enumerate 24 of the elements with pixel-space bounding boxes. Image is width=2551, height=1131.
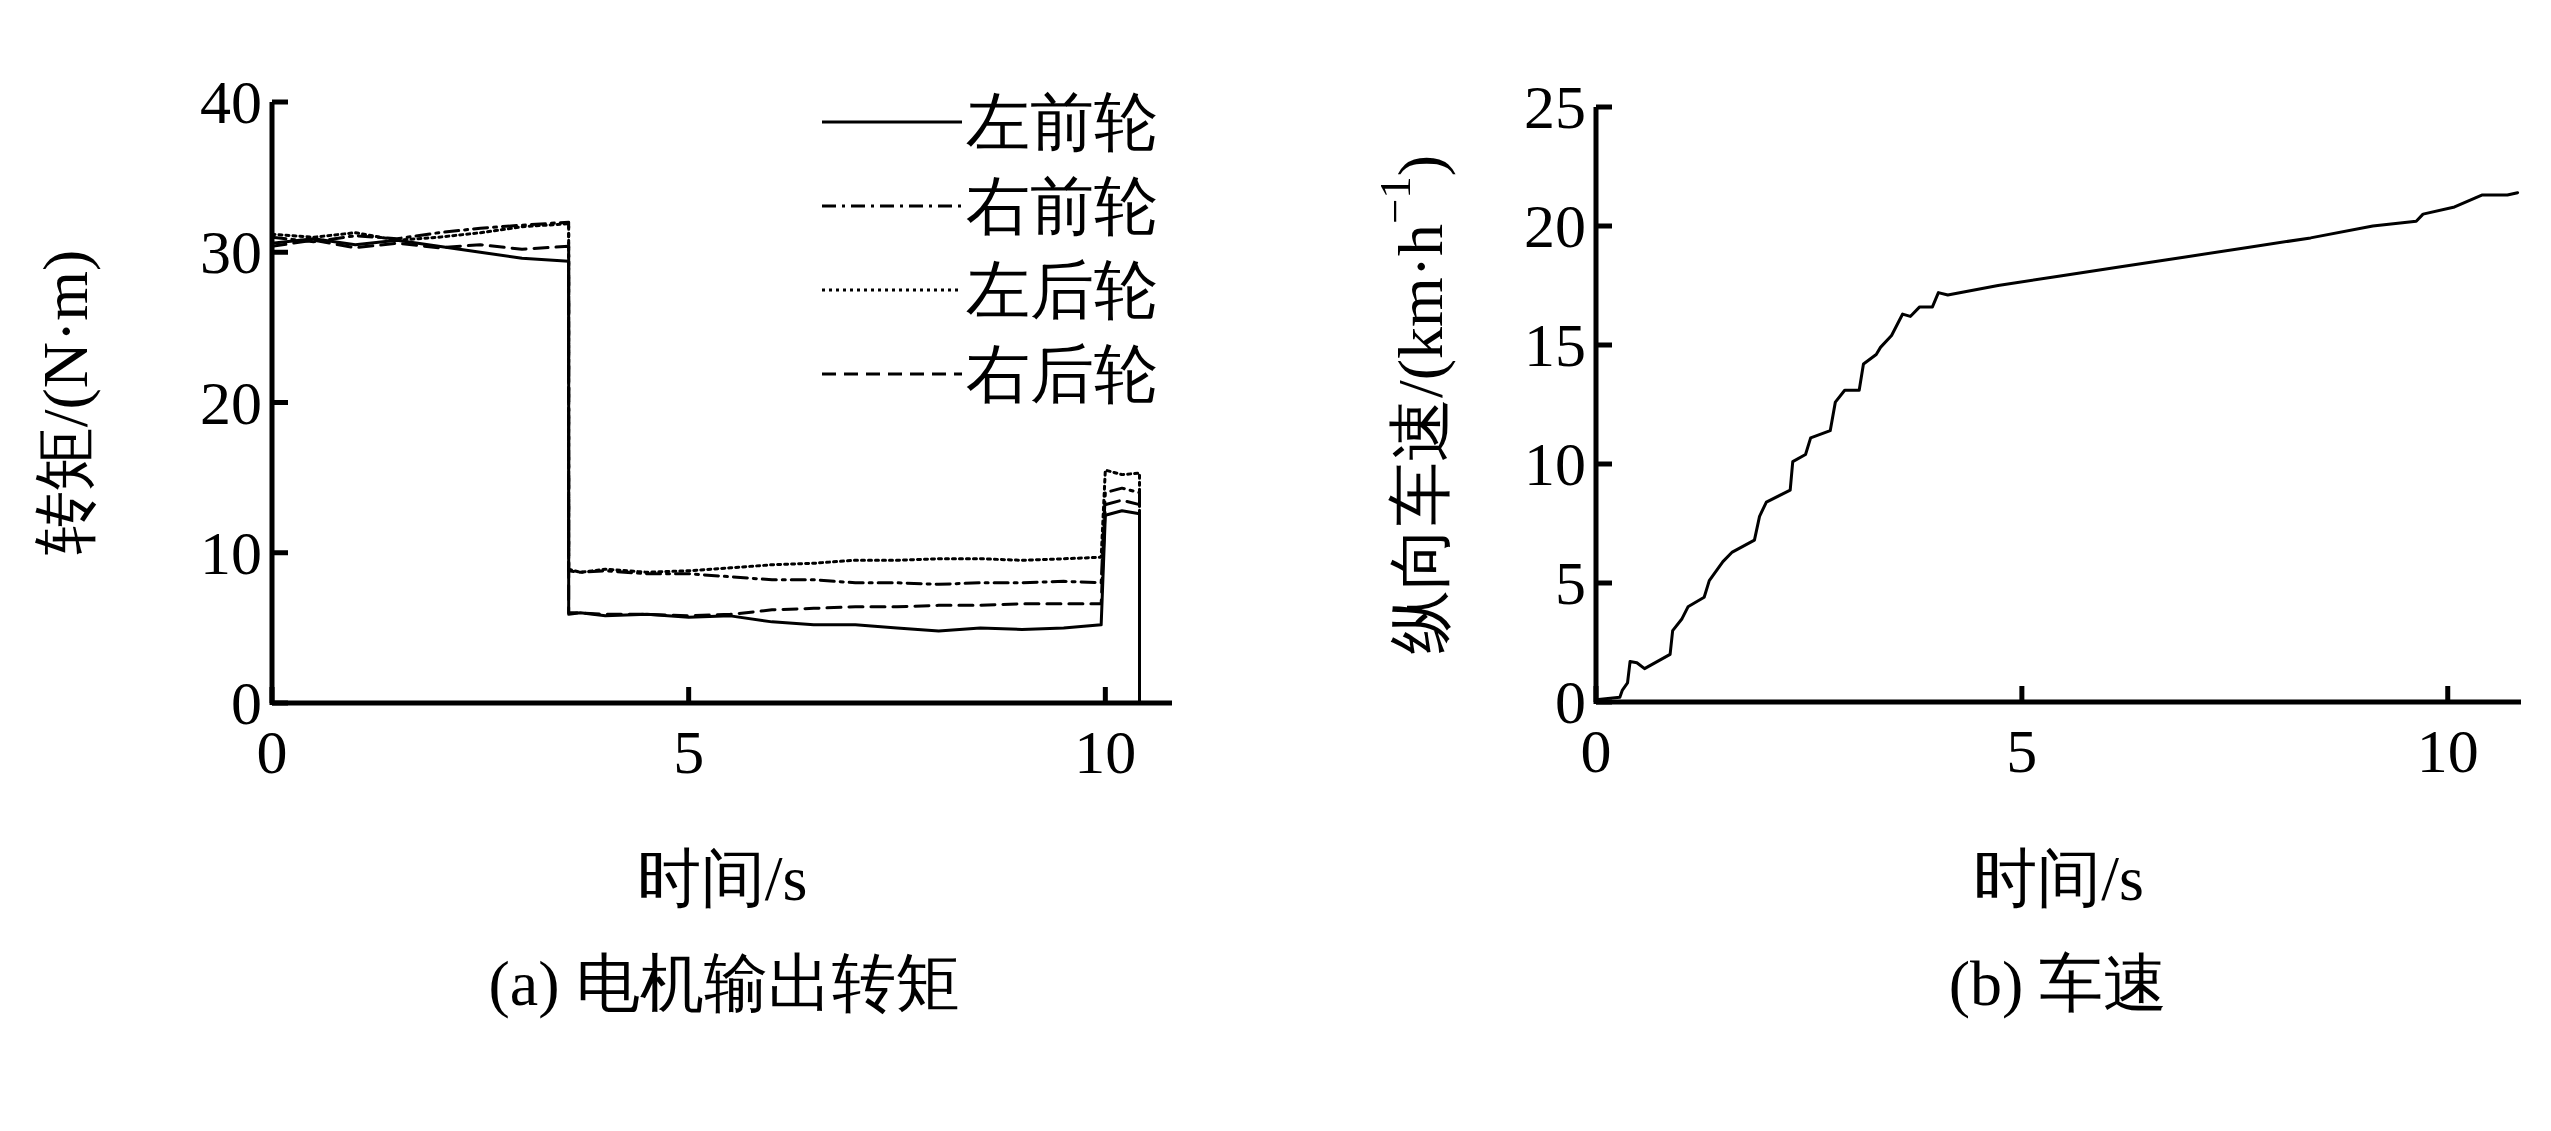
y-tick-label: 0: [1555, 668, 1586, 736]
y-tick-label: 20: [200, 368, 262, 437]
legend-label: 右后轮: [966, 339, 1158, 410]
text: (b) 车速: [1948, 948, 2168, 1019]
y-tick-label: 30: [200, 218, 262, 287]
y-tick-label: 40: [200, 68, 262, 136]
x-tick-label: 10: [2416, 717, 2479, 785]
x-axis-title: 时间/s: [1973, 843, 2144, 914]
y-axis-title: 转矩/(N·m): [29, 249, 101, 556]
legend-label: 右前轮: [966, 171, 1158, 242]
y-tick-label: 10: [200, 518, 262, 587]
legend-label: 左后轮: [966, 255, 1158, 326]
y-tick-label: 10: [1524, 430, 1586, 498]
legend-label: 左前轮: [966, 87, 1158, 158]
y-tick-label: 20: [1524, 192, 1586, 260]
x-tick-label: 5: [673, 718, 705, 786]
x-tick-label: 10: [1074, 718, 1137, 786]
x-axis-title: 时间/s: [636, 843, 808, 914]
y-tick-label: 0: [231, 669, 262, 737]
y-tick-label: 5: [1555, 549, 1586, 617]
text: (a) 电机输出转矩: [488, 948, 960, 1019]
y-tick-label: 15: [1524, 311, 1586, 379]
y-tick-label: 25: [1524, 73, 1586, 141]
x-tick-label: 5: [2006, 717, 2038, 785]
